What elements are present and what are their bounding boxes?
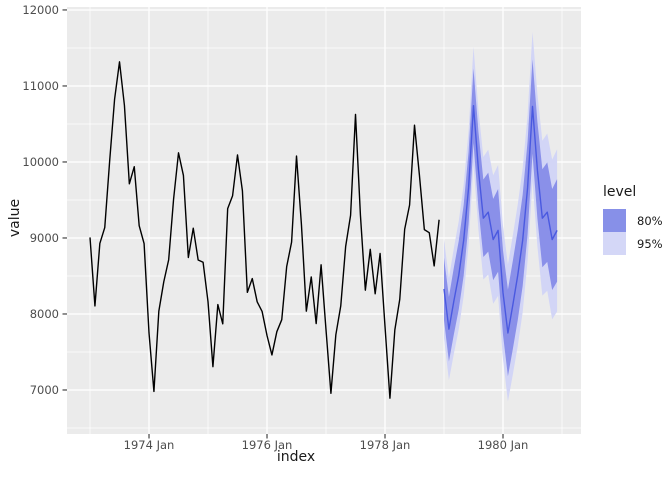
y-tick-label: 11000	[22, 79, 59, 93]
legend-swatch-80	[603, 209, 626, 232]
observed-line	[89, 61, 440, 399]
x-tick-label: 1976 Jan	[242, 438, 293, 452]
y-axis-title: value	[7, 198, 23, 238]
y-tick-label: 8000	[30, 307, 59, 321]
legend-swatch-95	[603, 232, 626, 255]
confidence-band-80	[444, 59, 558, 377]
legend-title: level	[603, 184, 637, 200]
forecast-mean-line	[443, 105, 558, 334]
y-tick-label: 10000	[22, 155, 59, 169]
legend-item-80: 80%	[603, 209, 663, 232]
x-tick-label: 1978 Jan	[360, 438, 411, 452]
legend-label: 80%	[637, 213, 663, 228]
legend-item-95: 95%	[603, 232, 663, 255]
legend-items: 80% 95%	[603, 209, 663, 255]
y-tick-label: 9000	[30, 231, 59, 245]
x-axis-title: index	[276, 449, 316, 465]
x-tick-label: 1980 Jan	[478, 438, 529, 452]
legend: level 80% 95%	[603, 184, 663, 255]
x-tick-label: 1974 Jan	[124, 438, 175, 452]
y-tick-label: 7000	[30, 383, 59, 397]
legend-label: 95%	[637, 236, 663, 251]
y-tick-label: 12000	[22, 3, 59, 17]
plot-panel	[67, 7, 581, 434]
